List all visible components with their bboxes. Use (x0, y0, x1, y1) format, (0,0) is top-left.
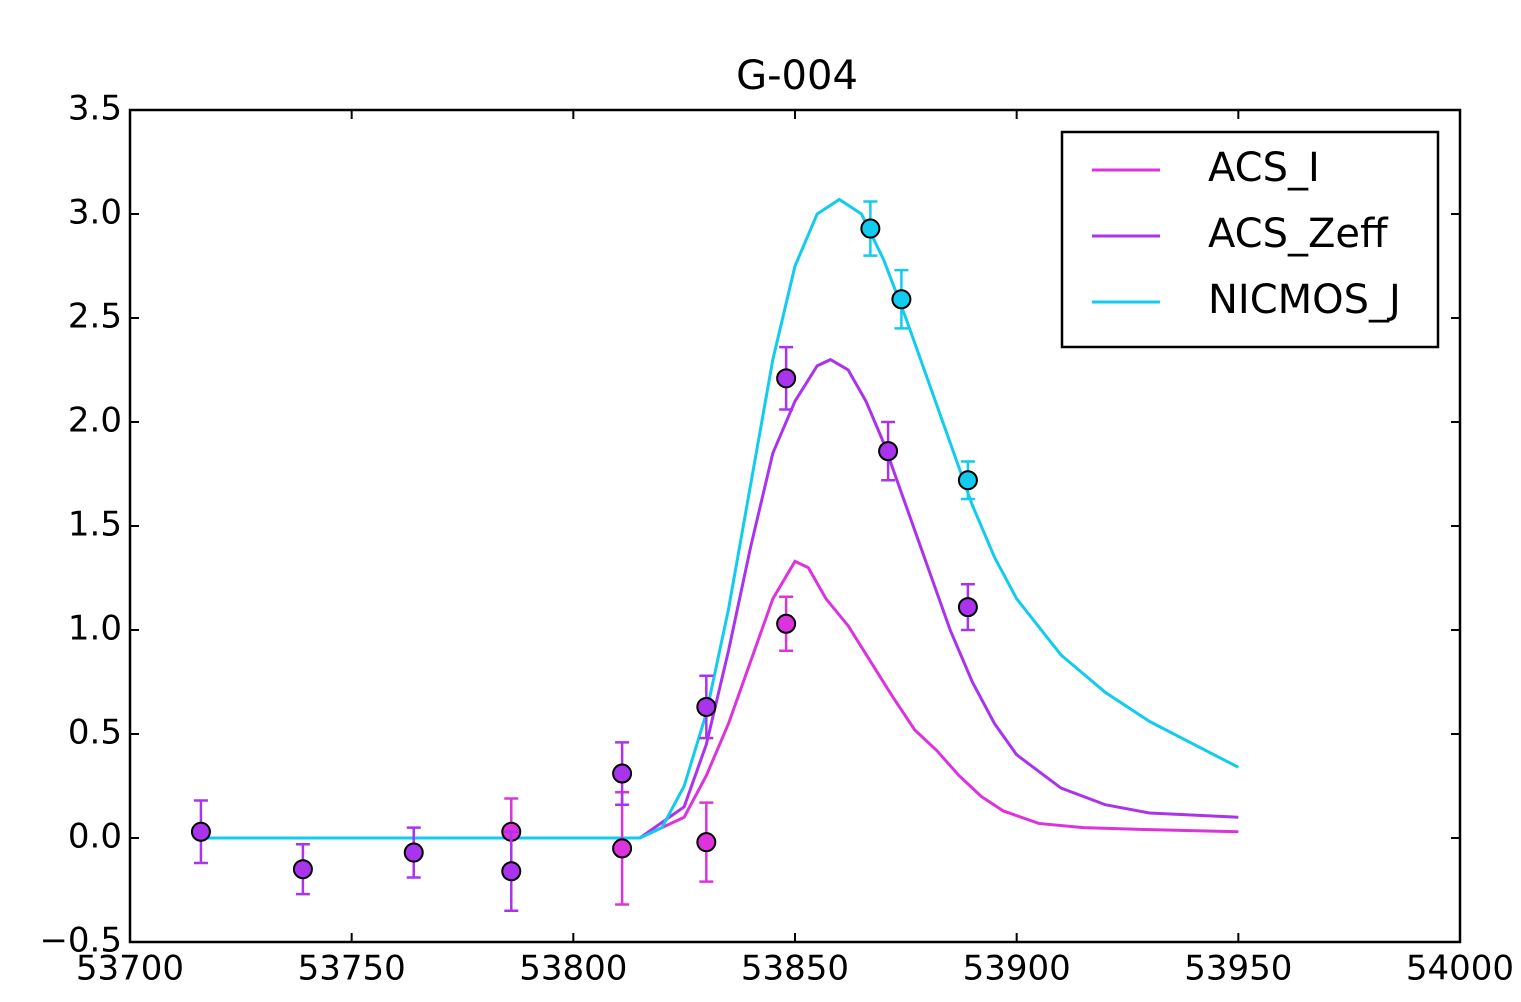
data-point (696, 832, 717, 853)
legend-label: NICMOS_J (1208, 277, 1401, 323)
y-tick-label: 0.0 (68, 817, 122, 857)
x-tick-label: 53950 (1184, 949, 1292, 989)
data-point (776, 368, 797, 389)
x-tick-label: 53700 (76, 949, 184, 989)
data-point (696, 696, 717, 717)
y-tick-label: 0.5 (68, 713, 122, 753)
line (205, 357, 1239, 840)
data-point (776, 613, 797, 634)
data-point (190, 821, 211, 842)
chart-title: G-004 (736, 53, 858, 99)
legend (1060, 130, 1440, 349)
data-point (957, 597, 978, 618)
data-point (878, 441, 899, 462)
x-tick-label: 53750 (298, 949, 406, 989)
data-point (501, 861, 522, 882)
y-tick-label: 1.5 (68, 505, 122, 545)
data-point (403, 842, 424, 863)
data-point (612, 838, 633, 859)
x-tick-label: 53850 (741, 949, 849, 989)
y-tick-label: 2.0 (68, 401, 122, 441)
data-point (292, 859, 313, 880)
plot-frame (128, 108, 1462, 944)
data-point (957, 470, 978, 491)
y-tick-label: 3.5 (68, 89, 122, 129)
data-point (860, 218, 881, 239)
y-tick-label: 2.5 (68, 297, 122, 337)
x-tick-label: 54000 (1406, 949, 1514, 989)
line (205, 559, 1239, 840)
data-point (891, 289, 912, 310)
y-tick-label: 3.0 (68, 193, 122, 233)
x-tick-label: 53800 (519, 949, 627, 989)
y-tick-label: 1.0 (68, 609, 122, 649)
x-tick-label: 53900 (963, 949, 1071, 989)
data-point (612, 763, 633, 784)
legend-label: ACS_I (1208, 145, 1320, 191)
y-tick-label: −0.5 (39, 921, 122, 961)
legend-label: ACS_Zeff (1208, 211, 1389, 257)
